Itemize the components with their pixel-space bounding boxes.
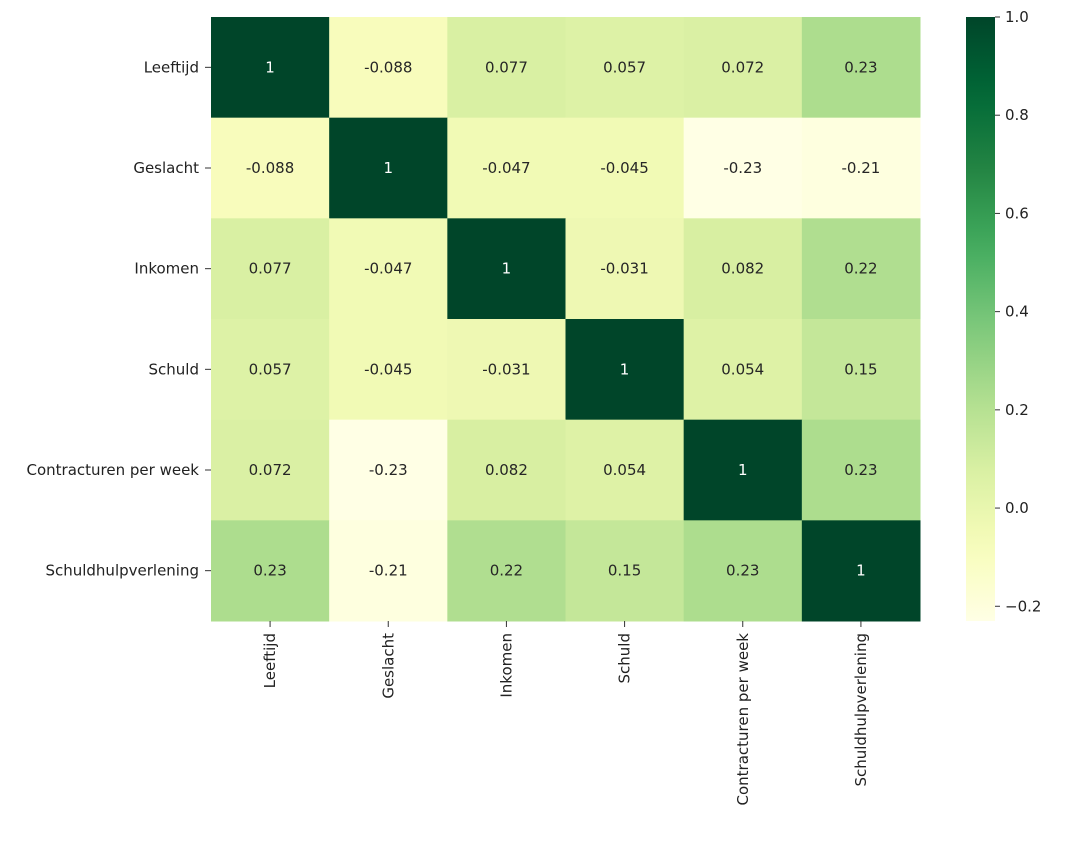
x-tick-label: Contracturen per week <box>734 633 752 806</box>
y-tick-label: Schuldhulpverlening <box>45 562 199 580</box>
cell-value-label: 0.082 <box>485 461 528 479</box>
heatmap-cell <box>683 218 803 320</box>
cell-value-label: -0.047 <box>482 159 530 177</box>
cell-value-label: 0.22 <box>844 260 877 278</box>
cell-value-label: 0.22 <box>490 562 523 580</box>
heatmap-cell <box>329 520 448 622</box>
heatmap-cell <box>801 419 921 521</box>
cell-value-label: 0.054 <box>603 461 646 479</box>
cell-value-label: -0.23 <box>369 461 408 479</box>
colorbar: 1.0 0.8 0.6 0.4 0.2 0.0 −0.2 <box>966 8 1041 621</box>
cell-value-label: 1 <box>738 461 748 479</box>
heatmap-cell <box>211 319 330 421</box>
heatmap-cell <box>801 319 921 421</box>
heatmap-cell <box>329 17 448 119</box>
cell-value-label: 0.23 <box>844 58 877 76</box>
heatmap-cell <box>683 419 803 521</box>
heatmap-cell <box>683 117 803 219</box>
heatmap-cell <box>447 419 566 521</box>
heatmap-cell <box>683 17 803 119</box>
heatmap-cell <box>565 218 685 320</box>
heatmap-cell <box>329 319 448 421</box>
cell-value-label: 0.15 <box>608 562 641 580</box>
heatmap-cell <box>565 419 685 521</box>
y-tick-label: Schuld <box>149 360 199 378</box>
cell-value-label: 0.054 <box>721 360 764 378</box>
heatmap-cell <box>683 520 803 622</box>
x-axis-ticks: Leeftijd Geslacht Inkomen Schuld Contracture… <box>261 621 870 805</box>
heatmap-cell <box>211 520 330 622</box>
cell-value-label: 0.077 <box>249 260 292 278</box>
cell-value-label: 1 <box>620 360 630 378</box>
y-tick-label: Geslacht <box>133 159 199 177</box>
heatmap-cell <box>329 117 448 219</box>
cell-value-label: 0.23 <box>726 562 759 580</box>
colorbar-tick-label: 0.6 <box>1005 204 1029 222</box>
heatmap-cell <box>801 520 921 622</box>
colorbar-tick-label: 0.0 <box>1005 499 1029 517</box>
heatmap-cell-labels: 1 -0.088 0.077 0.057 0.072 0.23 -0.088 1 -0.047 -… <box>246 58 880 579</box>
heatmap-cells <box>211 17 921 622</box>
cell-value-label: -0.031 <box>482 360 530 378</box>
cell-value-label: 0.082 <box>721 260 764 278</box>
cell-value-label: 0.23 <box>253 562 286 580</box>
colorbar-tick-label: 0.8 <box>1005 106 1029 124</box>
heatmap-cell <box>683 319 803 421</box>
heatmap-cell <box>801 17 921 119</box>
x-tick-label: Geslacht <box>379 633 397 699</box>
cell-value-label: 0.072 <box>721 58 764 76</box>
heatmap-cell <box>329 218 448 320</box>
cell-value-label: -0.045 <box>364 360 412 378</box>
cell-value-label: -0.21 <box>842 159 881 177</box>
colorbar-tick-label: 1.0 <box>1005 8 1029 26</box>
x-tick-label: Schuld <box>616 633 634 683</box>
heatmap-cell <box>447 319 566 421</box>
heatmap-cell <box>801 218 921 320</box>
cell-value-label: 1 <box>265 58 275 76</box>
heatmap-cell <box>447 117 566 219</box>
heatmap-cell <box>565 319 685 421</box>
cell-value-label: 1 <box>856 562 866 580</box>
cell-value-label: 0.15 <box>844 360 877 378</box>
cell-value-label: -0.047 <box>364 260 412 278</box>
cell-value-label: -0.088 <box>246 159 294 177</box>
cell-value-label: -0.21 <box>369 562 408 580</box>
cell-value-label: -0.031 <box>600 260 648 278</box>
heatmap-cell <box>447 17 566 119</box>
y-tick-label: Leeftijd <box>144 58 199 76</box>
cell-value-label: 0.057 <box>603 58 646 76</box>
heatmap-cell <box>447 520 566 622</box>
x-tick-label: Inkomen <box>497 633 515 698</box>
heatmap-cell <box>211 17 330 119</box>
colorbar-tick-label: −0.2 <box>1005 597 1041 615</box>
cell-value-label: 0.057 <box>249 360 292 378</box>
y-tick-label: Inkomen <box>134 260 199 278</box>
x-tick-label: Schuldhulpverlening <box>852 633 870 787</box>
colorbar-tick-label: 0.4 <box>1005 303 1029 321</box>
cell-value-label: 0.072 <box>249 461 292 479</box>
heatmap-cell <box>565 17 685 119</box>
colorbar-gradient <box>966 17 995 621</box>
cell-value-label: -0.088 <box>364 58 412 76</box>
y-tick-label: Contracturen per week <box>27 461 200 479</box>
heatmap-cell <box>801 117 921 219</box>
cell-value-label: -0.23 <box>723 159 762 177</box>
cell-value-label: 0.077 <box>485 58 528 76</box>
cell-value-label: 1 <box>502 260 512 278</box>
heatmap-cell <box>447 218 566 320</box>
heatmap-cell <box>329 419 448 521</box>
heatmap-cell <box>211 419 330 521</box>
cell-value-label: 0.23 <box>844 461 877 479</box>
heatmap-cell <box>565 520 685 622</box>
cell-value-label: -0.045 <box>600 159 648 177</box>
x-tick-label: Leeftijd <box>261 633 279 688</box>
colorbar-tick-label: 0.2 <box>1005 401 1029 419</box>
heatmap-cell <box>211 117 330 219</box>
y-axis-ticks: Leeftijd Geslacht Inkomen Schuld Contracture… <box>27 58 211 580</box>
heatmap-cell <box>211 218 330 320</box>
cell-value-label: 1 <box>383 159 393 177</box>
heatmap-cell <box>565 117 685 219</box>
